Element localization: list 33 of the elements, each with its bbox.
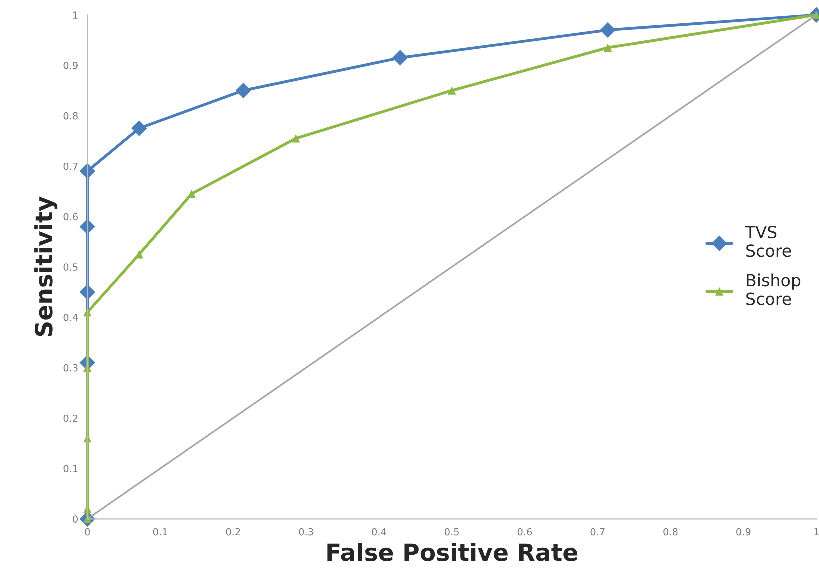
y-tick-label: 1 bbox=[73, 12, 78, 19]
point bbox=[448, 86, 456, 95]
x-tick-label: 0.8 bbox=[664, 528, 678, 536]
legend-label: TVS Score bbox=[745, 226, 792, 258]
point bbox=[392, 50, 408, 66]
x-tick-label: 0.5 bbox=[445, 528, 459, 536]
point bbox=[132, 120, 148, 136]
y-tick-label: 0.8 bbox=[64, 112, 78, 120]
y-tick-label: 0.4 bbox=[64, 314, 78, 322]
x-tick-label: 0.7 bbox=[590, 528, 605, 536]
point bbox=[600, 22, 616, 38]
y-tick-label: 0.3 bbox=[64, 364, 78, 372]
y-axis-title: Sensitivity bbox=[34, 196, 58, 336]
point bbox=[604, 44, 612, 52]
x-tick-label: 0.4 bbox=[372, 528, 386, 536]
x-tick-label: 0.9 bbox=[736, 528, 751, 536]
x-axis-title: False Positive Rate bbox=[328, 543, 578, 562]
x-tick-label: 1 bbox=[814, 528, 819, 536]
y-tick-label: 0.5 bbox=[64, 264, 78, 271]
y-tick-label: 0.6 bbox=[64, 213, 78, 221]
legend-label: Bishop Score bbox=[746, 274, 801, 306]
point bbox=[236, 82, 252, 99]
y-tick-label: 0 bbox=[73, 516, 78, 523]
x-tick-label: 0.3 bbox=[299, 528, 314, 536]
x-tick-label: 0.2 bbox=[226, 528, 240, 536]
point bbox=[292, 134, 300, 143]
y-tick-label: 0.1 bbox=[64, 465, 78, 473]
x-tick-label: 0.6 bbox=[518, 528, 532, 536]
x-tick-label: 0.1 bbox=[153, 528, 168, 536]
x-tick-label: 0 bbox=[85, 528, 90, 536]
y-tick-label: 0.7 bbox=[64, 162, 78, 170]
y-tick-label: 0.9 bbox=[64, 62, 78, 70]
y-tick-label: 0.2 bbox=[64, 414, 78, 422]
